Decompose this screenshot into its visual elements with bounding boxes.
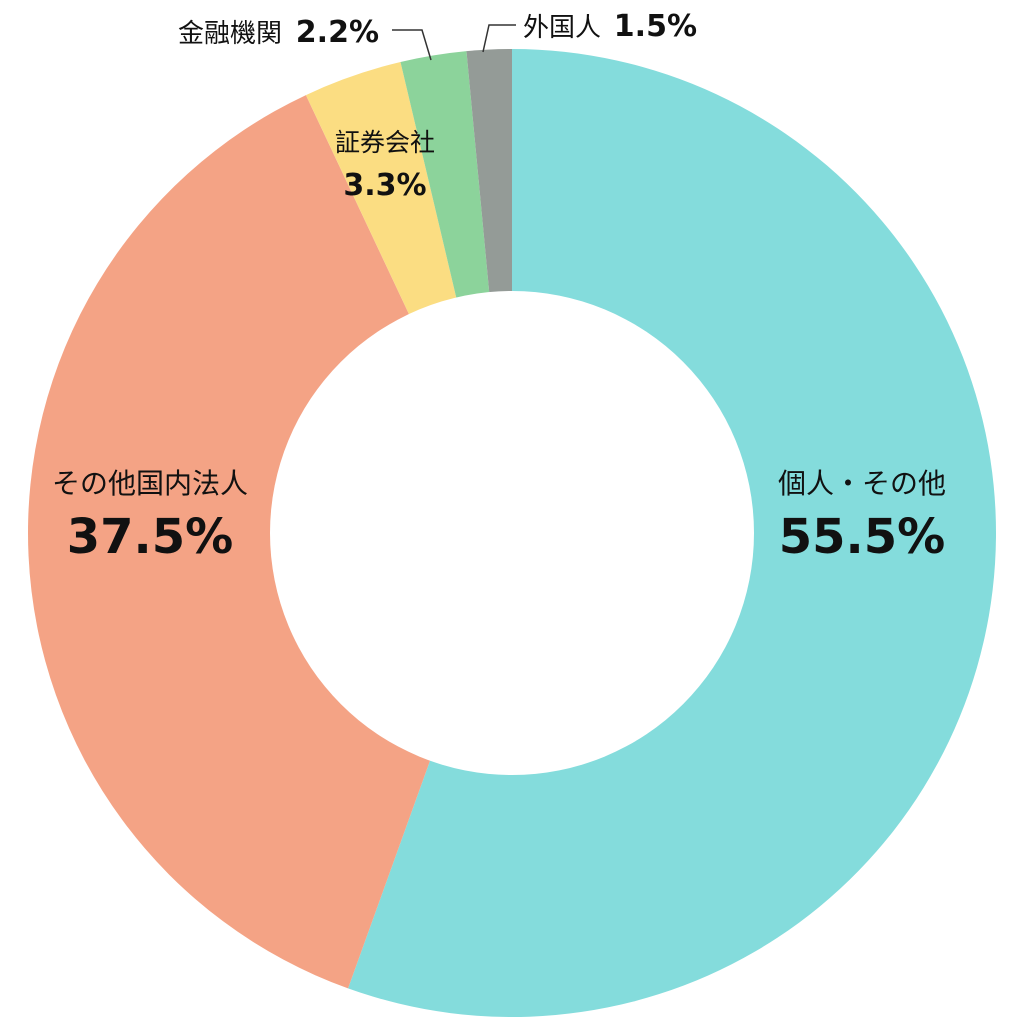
label-domestic-corp-name: その他国内法人 bbox=[52, 467, 248, 500]
label-foreign-name: 外国人 bbox=[523, 13, 601, 43]
leader-line-foreign bbox=[482, 24, 516, 53]
donut-hole bbox=[270, 291, 754, 775]
label-finance-name: 金融機関 bbox=[178, 19, 282, 49]
leader-line-finance bbox=[392, 29, 432, 61]
label-individual-name: 個人・その他 bbox=[778, 467, 946, 500]
label-foreign-value: 1.5% bbox=[614, 9, 697, 44]
label-securities-name: 証券会社 bbox=[335, 128, 435, 157]
label-individual-value: 55.5% bbox=[779, 509, 946, 565]
label-securities-value: 3.3% bbox=[343, 168, 426, 203]
label-finance-value: 2.2% bbox=[296, 15, 379, 50]
label-domestic-corp-value: 37.5% bbox=[67, 509, 234, 565]
slice-domestic-corp bbox=[27, 95, 512, 989]
